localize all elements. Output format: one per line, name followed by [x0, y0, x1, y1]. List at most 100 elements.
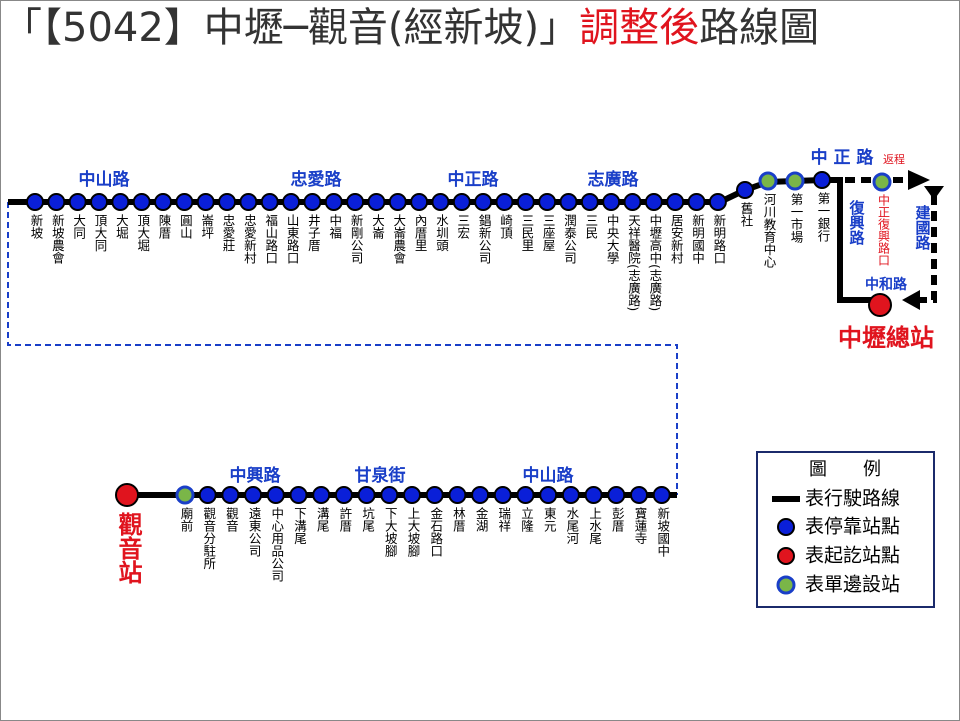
stop-label: 山東路口 — [285, 214, 300, 264]
stop-label: 新坡農會 — [50, 213, 65, 265]
title-suffix: 路線圖 — [699, 5, 819, 51]
road-label: 中山路 — [523, 465, 575, 486]
legend-item: 表停靠站點 — [805, 516, 900, 538]
stop-label: 新坡 — [29, 213, 44, 239]
title: 「【5042】中壢─觀音(經新坡)」調整後路線圖 — [2, 5, 819, 51]
stop — [538, 193, 557, 211]
stop-label: 大堀 — [114, 214, 129, 240]
stop-label: 圓山 — [178, 214, 193, 239]
stop — [403, 486, 421, 504]
stop-label: 陳厝 — [157, 214, 172, 240]
terminal-stop — [868, 293, 892, 317]
stop — [26, 193, 44, 211]
stop-label: 新明國中 — [690, 213, 705, 264]
stop — [303, 193, 322, 211]
stop — [175, 193, 194, 211]
stop-label: 坑尾 — [360, 506, 375, 533]
stop-label: 下溝尾 — [292, 507, 307, 545]
stop-label: 寶蓮寺 — [633, 506, 648, 545]
stop — [388, 193, 407, 211]
stop — [602, 193, 621, 211]
stop-label: 三民 — [583, 214, 598, 240]
stop — [380, 486, 399, 504]
stop-label: 忠愛莊 — [221, 214, 236, 252]
stop-label: 中壢高中(志廣路) — [647, 213, 662, 311]
stop — [471, 486, 490, 504]
stop — [239, 193, 258, 211]
stop-label: 大崙農會 — [391, 214, 406, 265]
stop — [68, 193, 87, 211]
stop-label: 三宏 — [455, 214, 470, 240]
stop-label: 大同 — [71, 214, 86, 240]
return-dash — [918, 195, 937, 303]
stop — [448, 486, 467, 504]
road-label: 志廣路 — [588, 169, 640, 190]
road-label: 中山路 — [79, 169, 131, 190]
title-prefix: 「【5042】中壢─觀音(經新坡)」 — [2, 5, 579, 51]
stop — [90, 193, 109, 211]
stop — [813, 171, 831, 189]
stop — [584, 486, 603, 504]
stop-label: 觀音 — [224, 507, 239, 533]
terminal-stop — [115, 483, 139, 507]
stop — [559, 193, 578, 211]
stop-label: 崙坪 — [199, 214, 214, 239]
stop — [493, 486, 512, 504]
legend-symbol — [777, 518, 795, 536]
return-label: 返程 — [883, 153, 905, 166]
stop-label: 上水尾 — [587, 507, 602, 545]
stop — [221, 486, 240, 504]
stop-label: 內厝里 — [413, 214, 428, 252]
connector-dashed — [7, 202, 678, 495]
stop — [516, 193, 535, 211]
stop — [452, 193, 471, 211]
stop-label: 水圳頭 — [434, 214, 449, 252]
one-side-stop — [758, 171, 778, 191]
stop-label: 觀音分駐所 — [201, 507, 216, 570]
one-side-stop — [785, 171, 805, 191]
road-label: 中 正 路 — [811, 147, 875, 168]
stop-label: 錩新公司 — [477, 213, 492, 264]
stop-label: 頂大同 — [93, 214, 108, 252]
stop — [474, 193, 493, 211]
stop — [687, 193, 706, 211]
stop — [630, 486, 648, 504]
stop — [495, 193, 514, 211]
one-side-stop — [175, 485, 195, 505]
stop — [666, 193, 685, 211]
stop-label: 東元 — [542, 507, 557, 533]
stop-label: 河川教育中心 — [762, 193, 777, 268]
stop — [289, 486, 308, 504]
stop — [260, 193, 279, 211]
stop — [367, 193, 386, 211]
stop-label: 金湖 — [474, 506, 489, 532]
stop — [652, 486, 671, 504]
stop-label: 下大坡腳 — [383, 507, 398, 558]
stop-label: 第一市場 — [789, 193, 804, 244]
stop-label: 舊社 — [739, 201, 754, 227]
stop-label: 新剛公司 — [349, 213, 364, 264]
stop — [410, 193, 429, 211]
stop — [154, 193, 173, 211]
road-label: 甘泉街 — [355, 465, 406, 486]
road-label: 中興路 — [230, 465, 282, 486]
stop-label: 崎頂 — [498, 214, 513, 240]
stop — [266, 486, 285, 504]
stop-label: 中心用品公司 — [269, 506, 284, 582]
stop-label: 瑞祥 — [496, 507, 511, 532]
stop — [132, 193, 151, 211]
stop-label: 三民里 — [519, 214, 534, 252]
stop-label: 中央大學 — [605, 213, 620, 265]
road-label: 復興路 — [848, 199, 866, 245]
stop — [324, 193, 343, 211]
stop — [198, 486, 217, 504]
terminal-label: 觀音站 — [114, 512, 142, 584]
stop — [607, 486, 626, 504]
stop-label: 福山路口 — [263, 213, 278, 264]
stop-label: 中正復興路口 — [877, 193, 891, 266]
stop — [516, 486, 535, 504]
stop-label: 潤泰公司 — [562, 213, 577, 264]
stop — [346, 193, 365, 211]
stop-label: 忠愛新村 — [242, 214, 257, 264]
